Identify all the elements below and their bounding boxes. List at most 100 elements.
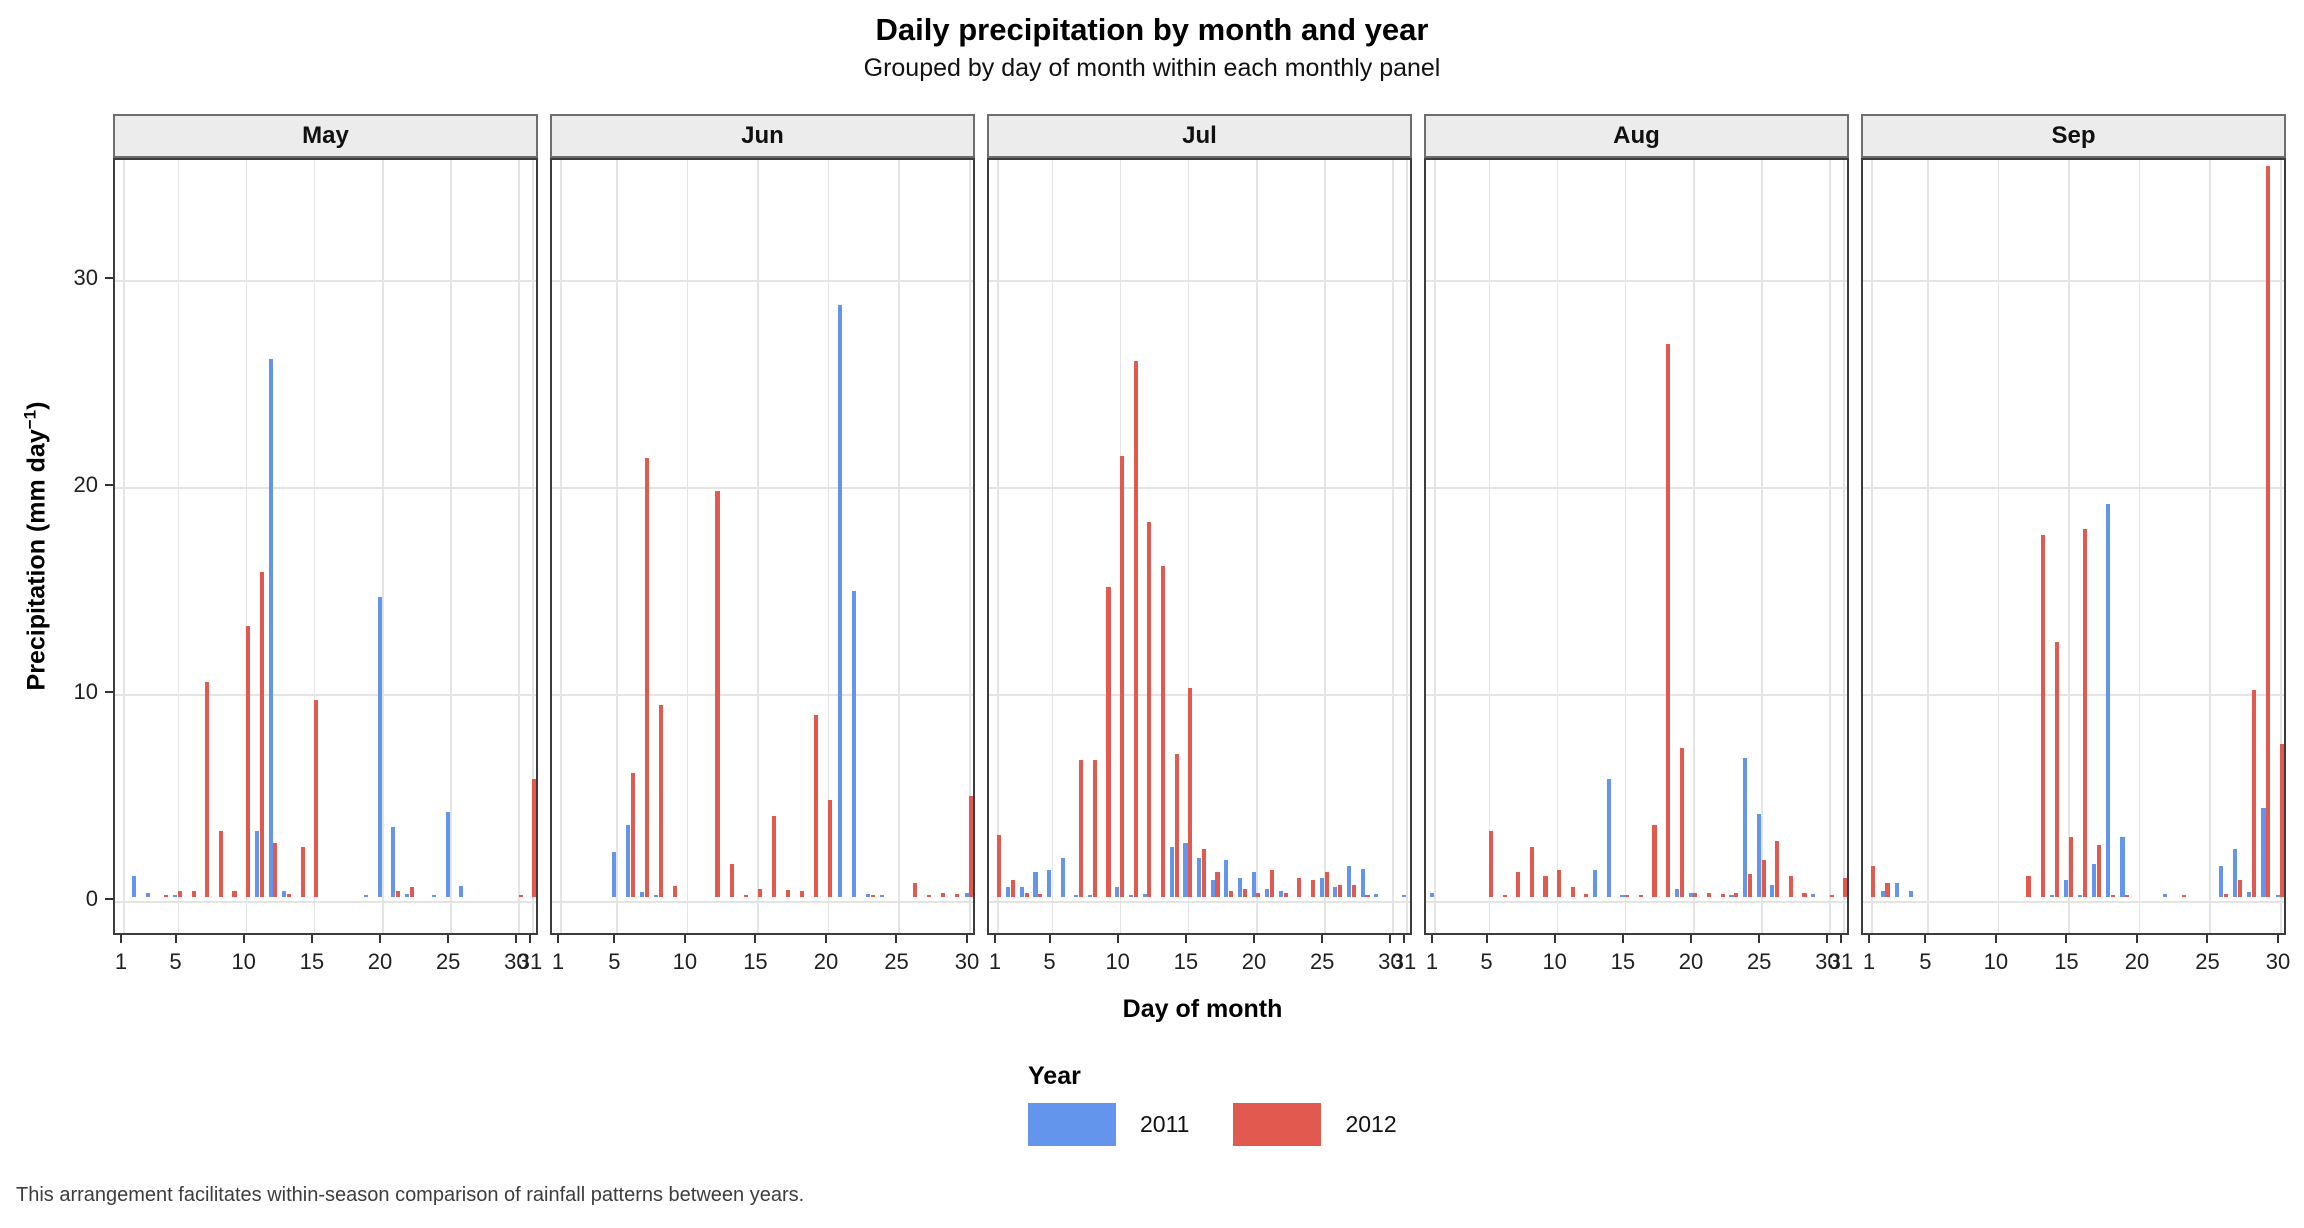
x-gridline [997,160,999,933]
bar-2011 [2247,891,2252,897]
x-tick-label: 20 [367,949,393,974]
bar-2012 [1365,894,1370,897]
x-tick-label: 25 [435,949,461,974]
bar-2011 [2120,837,2125,897]
x-axis-tick [2277,935,2279,943]
x-axis-tick [379,935,382,943]
x-axis-tick [447,935,450,943]
bar-2011 [1251,872,1256,897]
y-gridline [1426,901,1847,903]
bar-2012 [1106,586,1111,897]
x-axis-tick [2065,935,2068,943]
bar-2011 [1429,892,1434,897]
bar-2011 [282,890,287,897]
bar-2011 [626,824,631,897]
x-axis-tick [1403,935,1405,943]
x-axis-tick [966,935,968,943]
bar-2011 [268,358,273,897]
y-axis-tick [105,898,113,900]
x-gridline [1051,160,1054,933]
bar-2012 [1147,522,1152,897]
bar-2011 [1033,872,1038,897]
bar-2012 [1488,830,1493,897]
bar-2012 [1529,847,1534,897]
x-gridline [1488,160,1491,933]
x-gridline [1927,160,1929,933]
bar-2011 [964,892,969,897]
bar-2012 [1297,878,1302,897]
x-axis-tick [174,935,177,943]
x-gridline [1392,160,1394,933]
bar-2011 [1047,870,1052,897]
bar-2012 [1638,894,1643,897]
bar-2011 [404,893,409,897]
bar-2011 [132,876,137,897]
x-gridline [245,160,248,933]
y-axis-title-text: Precipitation (mm day [22,429,51,691]
y-tick-label: 0 [85,886,98,911]
x-tick-label: 30 [504,949,529,974]
x-tick-label: 1 [1862,949,1876,974]
bar-2012 [177,890,182,897]
bar-2012 [2068,837,2073,897]
bar-2012 [1283,892,1288,897]
bar-2011 [1606,779,1611,897]
bar-2012 [246,625,251,897]
x-tick-label: 10 [1542,949,1567,974]
caption: This arrangement facilitates within-seas… [16,1184,805,1206]
bar-2012 [828,799,833,897]
x-gridline [2068,160,2070,933]
bar-2012 [630,772,635,897]
x-gridline [1406,160,1408,933]
y-gridline [989,694,1410,696]
bar-2012 [715,491,720,897]
bar-2011 [1593,870,1598,897]
y-axis-tick [105,484,113,486]
bar-2012 [273,843,278,897]
bar-2011 [2261,808,2266,897]
bar-2012 [955,893,960,897]
bar-2012 [218,830,223,897]
bar-2012 [1160,565,1166,897]
legend-title: Year [1028,1062,1081,1090]
x-tick-label: 30 [1378,949,1403,974]
bar-2011 [2219,866,2224,897]
x-gridline [1434,160,1436,933]
x-gridline [382,160,384,933]
bar-2012 [1201,849,1206,897]
bar-2011 [2063,880,2069,897]
bar-2012 [997,834,1002,897]
bar-2012 [1871,866,1876,897]
x-tick-label: 5 [1480,949,1493,974]
x-axis-tick [895,935,898,943]
x-gridline [2138,160,2141,933]
x-tick-label: 10 [1105,949,1130,974]
bar-2012 [1707,892,1712,897]
x-tick-label: 31 [1391,949,1417,974]
x-axis-tick [1431,935,1433,943]
y-gridline [1426,280,1847,282]
bar-2011 [865,893,870,897]
bar-2011 [1224,859,1229,897]
bar-2011 [640,891,645,897]
y-gridline [1426,487,1847,489]
bar-2012 [870,894,875,897]
x-tick-label: 15 [743,949,768,974]
bar-2012 [1747,874,1753,897]
facet-panel-sep [1861,158,2286,935]
x-axis-tick [1994,935,1997,943]
x-axis-tick [1553,935,1556,943]
bar-2011 [254,830,259,897]
x-tick-label: 20 [813,949,839,974]
bar-2012 [2040,534,2045,897]
x-axis-tick [310,935,313,943]
x-tick-label: 1 [114,949,128,974]
legend-label-2011: 2011 [1140,1111,1190,1137]
bar-2012 [2026,876,2031,897]
facet-strip-label: May [302,122,349,149]
x-axis-title: Day of month [1122,995,1283,1023]
bar-2012 [1720,893,1725,897]
bar-2011 [1743,758,1748,897]
bar-2012 [164,894,169,897]
bar-2011 [173,894,178,897]
